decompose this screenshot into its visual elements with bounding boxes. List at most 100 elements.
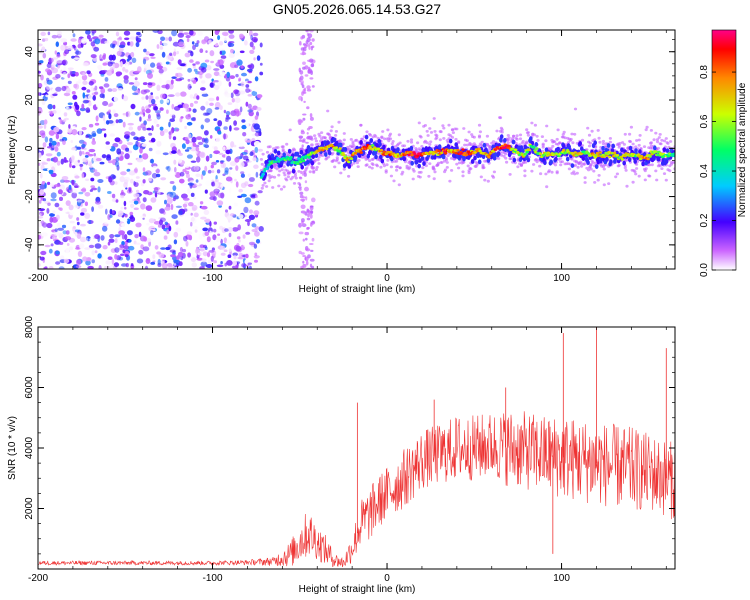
ridge-halo [550, 170, 554, 174]
noise-blob [200, 205, 208, 210]
noise-blob [108, 238, 115, 243]
noise-blob [306, 208, 310, 214]
noise-blob [304, 186, 309, 192]
noise-blob [240, 173, 245, 178]
noise-blob [310, 63, 315, 68]
noise-blob [228, 52, 235, 58]
noise-blob [150, 158, 154, 164]
noise-blob [153, 220, 161, 225]
noise-blob [185, 173, 190, 179]
ridge-halo [553, 140, 557, 144]
noise-blob [192, 44, 196, 50]
noise-blob [98, 265, 102, 269]
noise-blob [189, 59, 194, 63]
ridge-halo [461, 174, 465, 178]
noise-blob [309, 243, 314, 245]
noise-blob [142, 167, 146, 172]
snr-xlabel: Height of straight line (km) [299, 584, 416, 595]
noise-blob [196, 156, 201, 163]
noise-blob [127, 150, 133, 154]
noise-blob [161, 224, 166, 230]
ridge-halo [601, 139, 606, 143]
noise-blob [214, 30, 220, 35]
noise-blob [85, 178, 90, 182]
noise-blob [228, 205, 232, 210]
ridge-halo [442, 137, 446, 140]
ridge-halo [429, 140, 433, 144]
ridge-halo [580, 162, 584, 166]
x-tick-label: 100 [553, 273, 570, 284]
ridge-halo [427, 174, 431, 178]
ridge-band [580, 146, 584, 152]
noise-blob [213, 38, 217, 45]
noise-blob [90, 54, 97, 59]
ridge-halo [440, 161, 444, 164]
colorbar-label: Normalized spectral amplitude [737, 82, 748, 217]
noise-blob [185, 114, 192, 120]
ridge-band [263, 171, 268, 177]
noise-blob [76, 110, 81, 117]
ridge-halo [259, 158, 263, 161]
noise-blob [94, 122, 100, 126]
noise-blob [137, 125, 142, 131]
noise-blob [159, 77, 162, 84]
noise-blob [140, 188, 144, 194]
ridge-halo [567, 167, 572, 171]
ridge-halo [588, 141, 593, 145]
ridge-halo [654, 169, 658, 173]
noise-blob [303, 212, 306, 215]
noise-blob [194, 100, 198, 104]
noise-blob [156, 114, 161, 120]
noise-blob [298, 222, 302, 228]
ridge-halo [580, 138, 585, 142]
noise-blob [216, 264, 224, 268]
ridge-halo [285, 178, 289, 182]
noise-blob [203, 209, 210, 215]
ridge-halo [574, 160, 579, 163]
noise-blob [196, 95, 200, 100]
noise-blob [209, 196, 216, 201]
noise-blob [115, 31, 120, 37]
ridge-halo [445, 161, 449, 164]
ridge-halo [438, 138, 442, 142]
ridge-band [361, 150, 366, 156]
noise-blob [304, 180, 308, 184]
noise-blob [129, 41, 134, 47]
ridge-band [544, 147, 549, 153]
noise-blob [42, 198, 47, 202]
noise-blob [114, 234, 121, 238]
ridge-core [507, 144, 511, 148]
ridge-halo [623, 166, 627, 170]
noise-blob [123, 200, 127, 207]
noise-blob [60, 44, 65, 51]
noise-blob [213, 146, 218, 151]
ridge-band [437, 144, 442, 150]
ridge-halo [495, 129, 499, 133]
ridge-halo [624, 169, 628, 172]
noise-blob [238, 78, 241, 82]
noise-blob [62, 119, 67, 123]
ridge-halo [559, 163, 563, 167]
noise-blob [214, 101, 221, 109]
ridge-halo [330, 125, 334, 129]
noise-blob [99, 58, 104, 62]
noise-blob [236, 156, 240, 161]
ridge-halo [596, 178, 600, 182]
noise-blob [239, 33, 244, 39]
noise-blob [169, 191, 177, 198]
noise-blob [242, 234, 246, 239]
noise-blob [145, 95, 149, 100]
ridge-halo [502, 154, 506, 158]
ridge-band [665, 148, 670, 154]
ridge-halo [443, 168, 448, 172]
noise-blob [187, 83, 192, 90]
noise-blob [220, 192, 225, 199]
noise-blob [128, 126, 134, 131]
noise-blob [240, 193, 247, 198]
noise-blob [42, 142, 47, 148]
ridge-halo [465, 139, 469, 143]
y-tick-label: 0 [24, 145, 35, 151]
noise-blob [69, 105, 72, 109]
y-tick-label: 6000 [24, 376, 35, 399]
ridge-halo [525, 128, 529, 132]
